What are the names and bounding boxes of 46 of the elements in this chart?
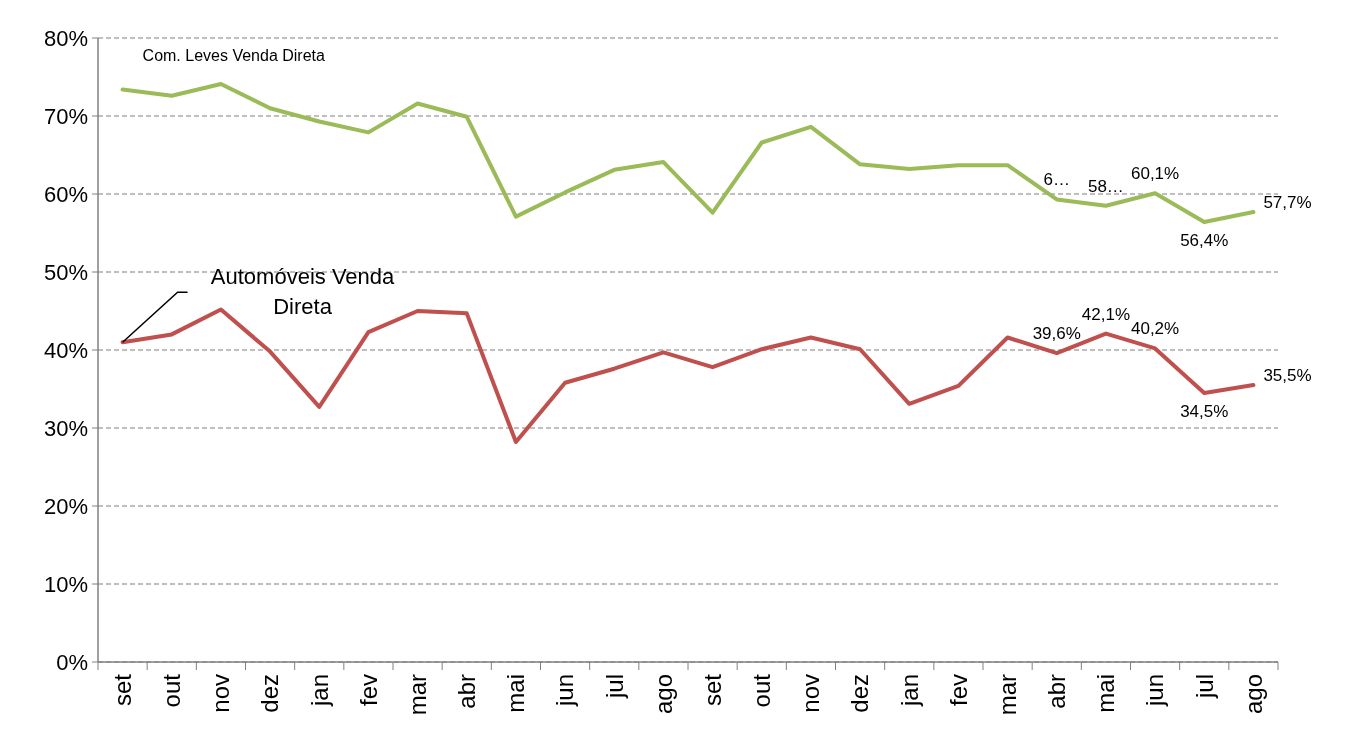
y-tick-label: 70% xyxy=(43,103,88,129)
x-tick-label: jun xyxy=(551,674,579,708)
x-tick-label: jul xyxy=(600,674,628,700)
data-label: 35,5% xyxy=(1263,366,1312,386)
data-label: 42,1% xyxy=(1081,304,1131,324)
x-tick-label: fev xyxy=(354,674,382,707)
series-label: Automóveis Venda Direta xyxy=(210,264,396,320)
x-tick-label: mar xyxy=(993,674,1021,716)
x-tick-label: dez xyxy=(846,674,874,713)
data-label: 40,2% xyxy=(1130,319,1180,339)
y-tick-label: 20% xyxy=(43,493,88,519)
x-tick-label: set xyxy=(108,673,136,707)
x-tick-label: jun xyxy=(1141,674,1169,708)
data-label: 34,5% xyxy=(1180,401,1229,421)
x-tick-label: nov xyxy=(797,674,825,713)
x-tick-label: dez xyxy=(256,674,284,713)
x-tick-label: jan xyxy=(895,674,923,708)
line-series xyxy=(120,82,1256,225)
x-tick-label: out xyxy=(748,673,776,708)
data-label: 60,1% xyxy=(1130,164,1180,184)
y-tick-label: 30% xyxy=(43,415,88,441)
x-tick-label: ago xyxy=(1239,674,1267,715)
x-tick-label: jan xyxy=(305,674,333,708)
x-tick-label: mar xyxy=(403,674,431,716)
series-label: Com. Leves Venda Direta xyxy=(142,47,326,65)
y-tick-label: 50% xyxy=(43,259,88,285)
data-label: 56,4% xyxy=(1180,231,1229,251)
y-tick-label: 40% xyxy=(43,337,88,363)
x-tick-label: fev xyxy=(944,674,972,707)
y-tick-label: 0% xyxy=(56,649,88,675)
x-tick-label: mai xyxy=(1092,674,1120,713)
x-tick-label: abr xyxy=(1043,673,1071,709)
data-label: 58… xyxy=(1087,176,1124,196)
x-tick-label: ago xyxy=(649,674,677,715)
x-tick-label: out xyxy=(158,673,186,708)
x-tick-label: jul xyxy=(1190,674,1218,700)
data-label: 6… xyxy=(1043,170,1070,190)
x-tick-label: nov xyxy=(207,674,235,713)
x-tick-label: set xyxy=(698,673,726,707)
x-tick-label: mai xyxy=(502,674,530,713)
y-tick-label: 80% xyxy=(43,25,88,51)
data-label: 57,7% xyxy=(1263,192,1312,212)
data-label: 39,6% xyxy=(1032,324,1081,344)
y-tick-label: 60% xyxy=(43,181,88,207)
x-tick-label: abr xyxy=(453,673,481,709)
y-tick-label: 10% xyxy=(43,571,88,597)
